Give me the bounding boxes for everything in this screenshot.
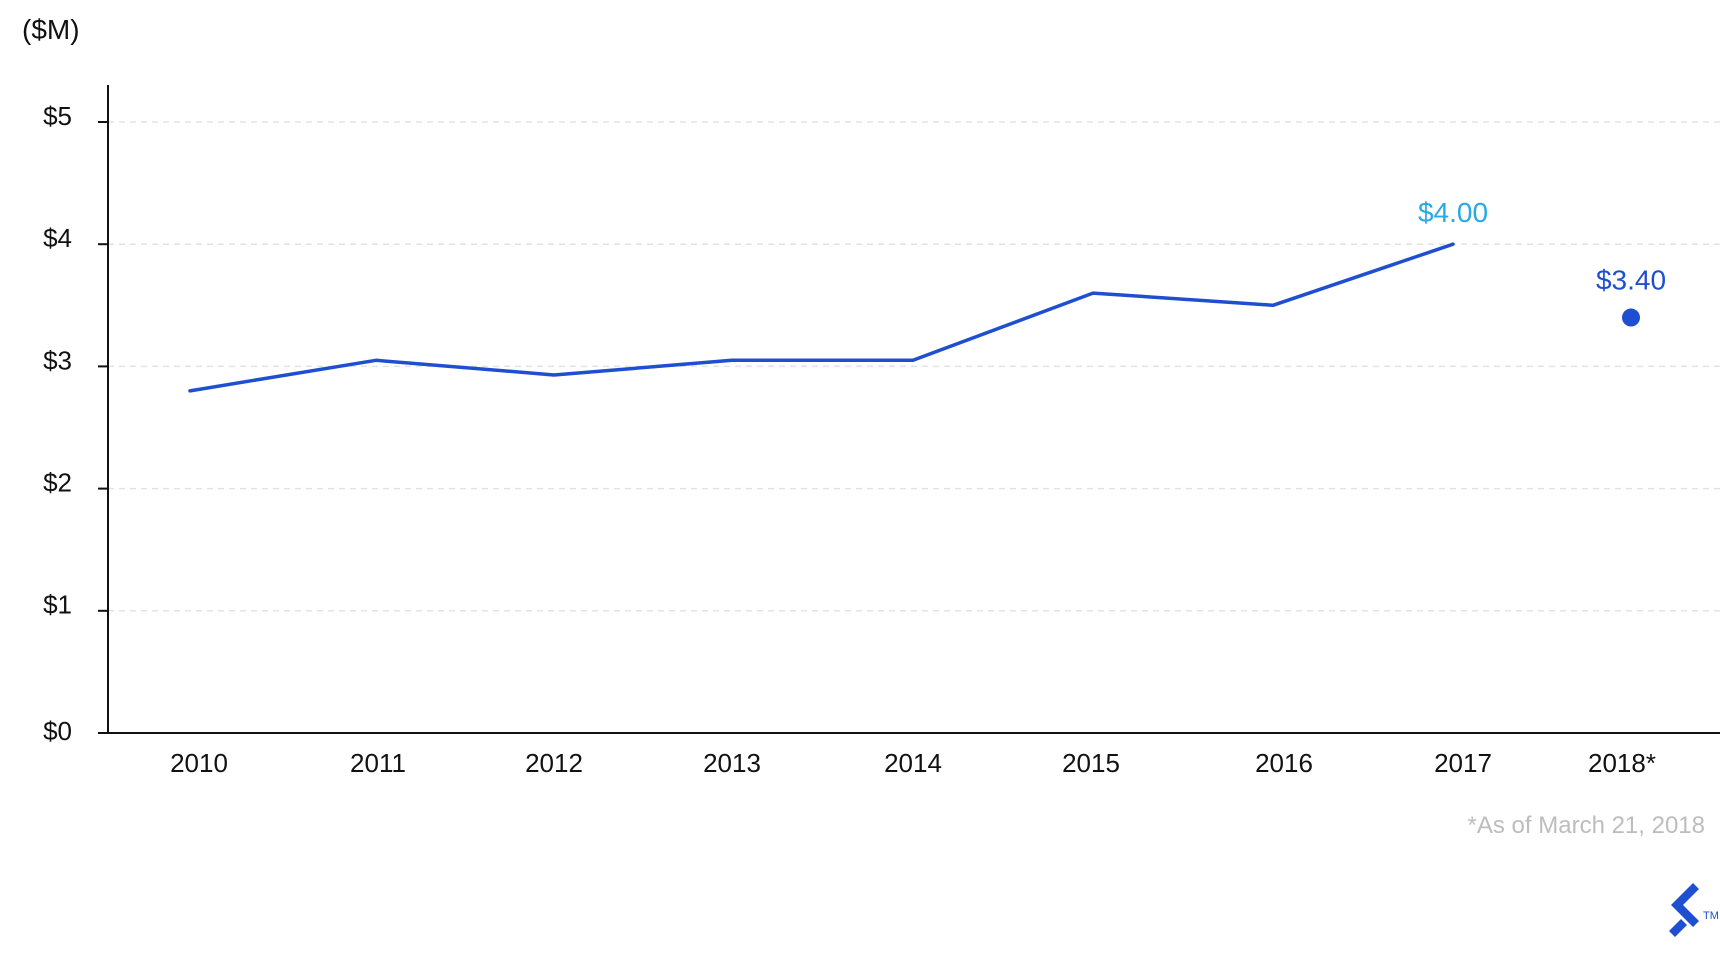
x-tick-label: 2012 bbox=[525, 748, 583, 778]
y-tick-label: $1 bbox=[43, 590, 72, 620]
y-tick-label: $2 bbox=[43, 467, 72, 497]
series-layer bbox=[190, 244, 1640, 391]
logo-trademark: TM bbox=[1703, 910, 1719, 922]
y-tick-label: $5 bbox=[43, 101, 72, 131]
x-tick-label: 2010 bbox=[170, 748, 228, 778]
y-axis-ticks: $0 $1 $2 $3 $4 $5 bbox=[43, 101, 108, 746]
data-labels: $3.40 $4.00 bbox=[1418, 197, 1666, 295]
x-tick-label: 2016 bbox=[1255, 748, 1313, 778]
unit-label: ($M) bbox=[22, 14, 80, 45]
toptal-logo-icon bbox=[1669, 883, 1699, 937]
axes bbox=[98, 85, 1720, 733]
highlight-point bbox=[1622, 309, 1640, 327]
y-tick-label: $4 bbox=[43, 223, 72, 253]
logo-mark-shape bbox=[1669, 883, 1699, 937]
footnote: *As of March 21, 2018 bbox=[1468, 812, 1705, 839]
series-line bbox=[190, 244, 1453, 391]
x-tick-label: 2014 bbox=[884, 748, 942, 778]
highlight-point-label: $3.40 bbox=[1596, 265, 1666, 296]
x-tick-label: 2015 bbox=[1062, 748, 1120, 778]
x-tick-label: 2011 bbox=[350, 748, 406, 778]
annotation-label: $4.00 bbox=[1418, 197, 1488, 228]
x-tick-label: 2018* bbox=[1588, 748, 1656, 778]
x-tick-label: 2013 bbox=[703, 748, 761, 778]
y-tick-label: $0 bbox=[43, 716, 72, 746]
y-tick-label: $3 bbox=[43, 345, 72, 375]
x-axis-ticks: 2010 2011 2012 2013 2014 2015 2016 2017 2018* bbox=[170, 748, 1656, 778]
grid-lines bbox=[108, 122, 1720, 611]
x-tick-label: 2017 bbox=[1434, 748, 1492, 778]
